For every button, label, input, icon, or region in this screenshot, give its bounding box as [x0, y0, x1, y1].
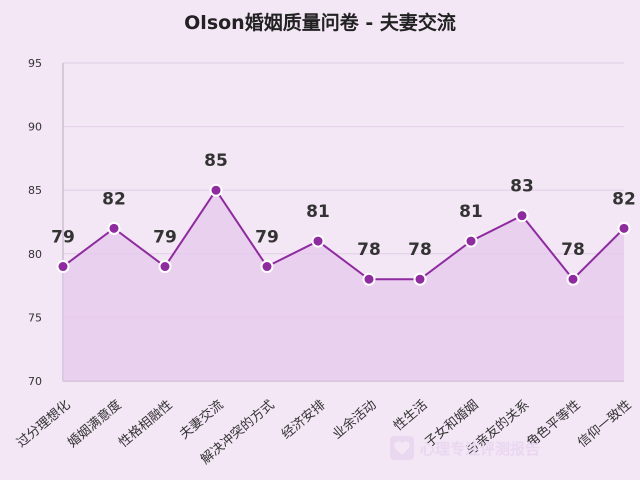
data-point — [566, 272, 580, 286]
x-tick-label: 过分理想化 — [13, 397, 73, 451]
data-label: 78 — [408, 240, 432, 260]
data-point — [158, 260, 172, 274]
x-tick-label: 业余活动 — [329, 397, 379, 443]
data-label: 79 — [51, 228, 75, 248]
data-point — [56, 260, 70, 274]
data-point — [515, 209, 529, 223]
x-tick-label: 性生活 — [391, 398, 431, 435]
data-label: 81 — [459, 202, 483, 222]
data-point — [311, 234, 325, 248]
data-point — [362, 272, 376, 286]
chart-title: Olson婚姻质量问卷 - 夫妻交流 — [184, 11, 456, 34]
y-tick-label: 80 — [28, 248, 42, 261]
data-label: 79 — [153, 228, 177, 248]
data-point — [209, 183, 223, 197]
heart-icon — [390, 436, 414, 460]
data-label: 81 — [306, 202, 330, 222]
data-point — [260, 260, 274, 274]
y-tick-label: 90 — [28, 121, 42, 134]
data-label: 83 — [510, 177, 534, 197]
data-point — [617, 221, 631, 235]
x-tick-label: 性格相融性 — [115, 397, 175, 451]
area-fill — [63, 190, 624, 381]
data-label: 85 — [204, 151, 228, 171]
y-tick-label: 70 — [28, 375, 42, 388]
data-points — [56, 183, 631, 286]
y-tick-label: 75 — [28, 311, 42, 324]
y-tick-label: 95 — [28, 57, 42, 70]
series-polyline — [62, 188, 625, 281]
watermark: 心理专注评测报告 — [390, 436, 540, 460]
series-line — [62, 188, 625, 281]
x-tick-label: 信仰一致性 — [575, 398, 634, 451]
x-tick-label: 夫妻交流 — [176, 397, 226, 443]
area-path — [63, 190, 624, 381]
data-label: 78 — [357, 240, 381, 260]
data-point — [464, 234, 478, 248]
data-labels: 79 82 79 85 79 81 78 78 81 83 78 82 — [51, 151, 636, 260]
data-label: 82 — [102, 189, 126, 209]
y-tick-label: 85 — [28, 184, 42, 197]
data-label: 78 — [561, 240, 585, 260]
watermark-text: 心理专注评测报告 — [420, 440, 540, 458]
x-tick-label: 婚姻满意度 — [64, 397, 124, 451]
data-point — [413, 272, 427, 286]
data-label: 79 — [255, 228, 279, 248]
data-point — [107, 221, 121, 235]
data-label: 82 — [612, 189, 636, 209]
x-tick-label: 经济安排 — [279, 398, 328, 443]
